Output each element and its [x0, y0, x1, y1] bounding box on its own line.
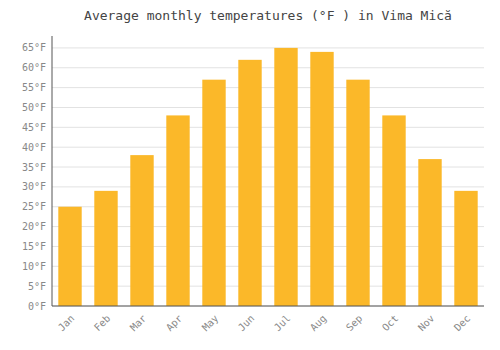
x-axis-line: [52, 306, 484, 307]
x-tick-label: Nov: [416, 313, 437, 334]
y-axis-line: [52, 36, 53, 306]
x-tick-label: Aug: [308, 313, 329, 334]
y-tick-label: 60°F: [22, 62, 46, 73]
grid-line: [52, 67, 484, 68]
bar: [94, 191, 117, 306]
bar: [274, 48, 297, 306]
x-tick-label: May: [200, 313, 221, 334]
x-tick-label: Mar: [128, 313, 149, 334]
y-tick-label: 20°F: [22, 221, 46, 232]
grid-line: [52, 107, 484, 108]
x-tick-label: Jan: [56, 313, 77, 334]
x-tick-label: Sep: [344, 313, 365, 334]
grid-line: [52, 47, 484, 48]
bar: [166, 115, 189, 306]
y-tick-label: 45°F: [22, 122, 46, 133]
bar: [454, 191, 477, 306]
y-tick-label: 30°F: [22, 181, 46, 192]
x-tick-label: Oct: [380, 313, 401, 334]
grid-line: [52, 87, 484, 88]
title: Average monthly temperatures (°F ) in Vi…: [84, 8, 452, 23]
y-tick-label: 35°F: [22, 162, 46, 173]
grid-line: [52, 127, 484, 128]
bar: [130, 155, 153, 306]
y-tick-label: 65°F: [22, 42, 46, 53]
chart: Average monthly temperatures (°F ) in Vi…: [0, 0, 500, 350]
y-tick-label: 5°F: [28, 281, 46, 292]
grid-line: [52, 306, 484, 307]
bar: [346, 80, 369, 306]
y-tick-label: 55°F: [22, 82, 46, 93]
bar: [418, 159, 441, 306]
x-axis: Jan Feb Mar Apr May Jun Jul Aug Sep Oct Nov Dec: [56, 313, 473, 334]
y-tick-label: 50°F: [22, 102, 46, 113]
y-axis: 0°F 5°F 10°F 15°F 20°F 25°F 30°F 35°F 40°F 45°F 50…: [22, 42, 46, 311]
x-tick-label: Feb: [92, 313, 113, 334]
y-tick-label: 0°F: [28, 301, 46, 312]
bar: [382, 115, 405, 306]
grid-line: [52, 147, 484, 148]
bar: [238, 60, 261, 306]
bars: [58, 48, 477, 306]
x-tick-label: Dec: [452, 313, 473, 334]
bar: [58, 207, 81, 306]
y-tick-label: 15°F: [22, 241, 46, 252]
bar: [310, 52, 333, 306]
x-tick-label: Jun: [236, 313, 257, 334]
x-tick-label: Jul: [272, 313, 293, 334]
grid: [52, 48, 484, 306]
y-tick-label: 40°F: [22, 142, 46, 153]
x-tick-label: Apr: [164, 313, 185, 334]
y-tick-label: 10°F: [22, 261, 46, 272]
y-tick-label: 25°F: [22, 201, 46, 212]
bar: [202, 80, 225, 306]
